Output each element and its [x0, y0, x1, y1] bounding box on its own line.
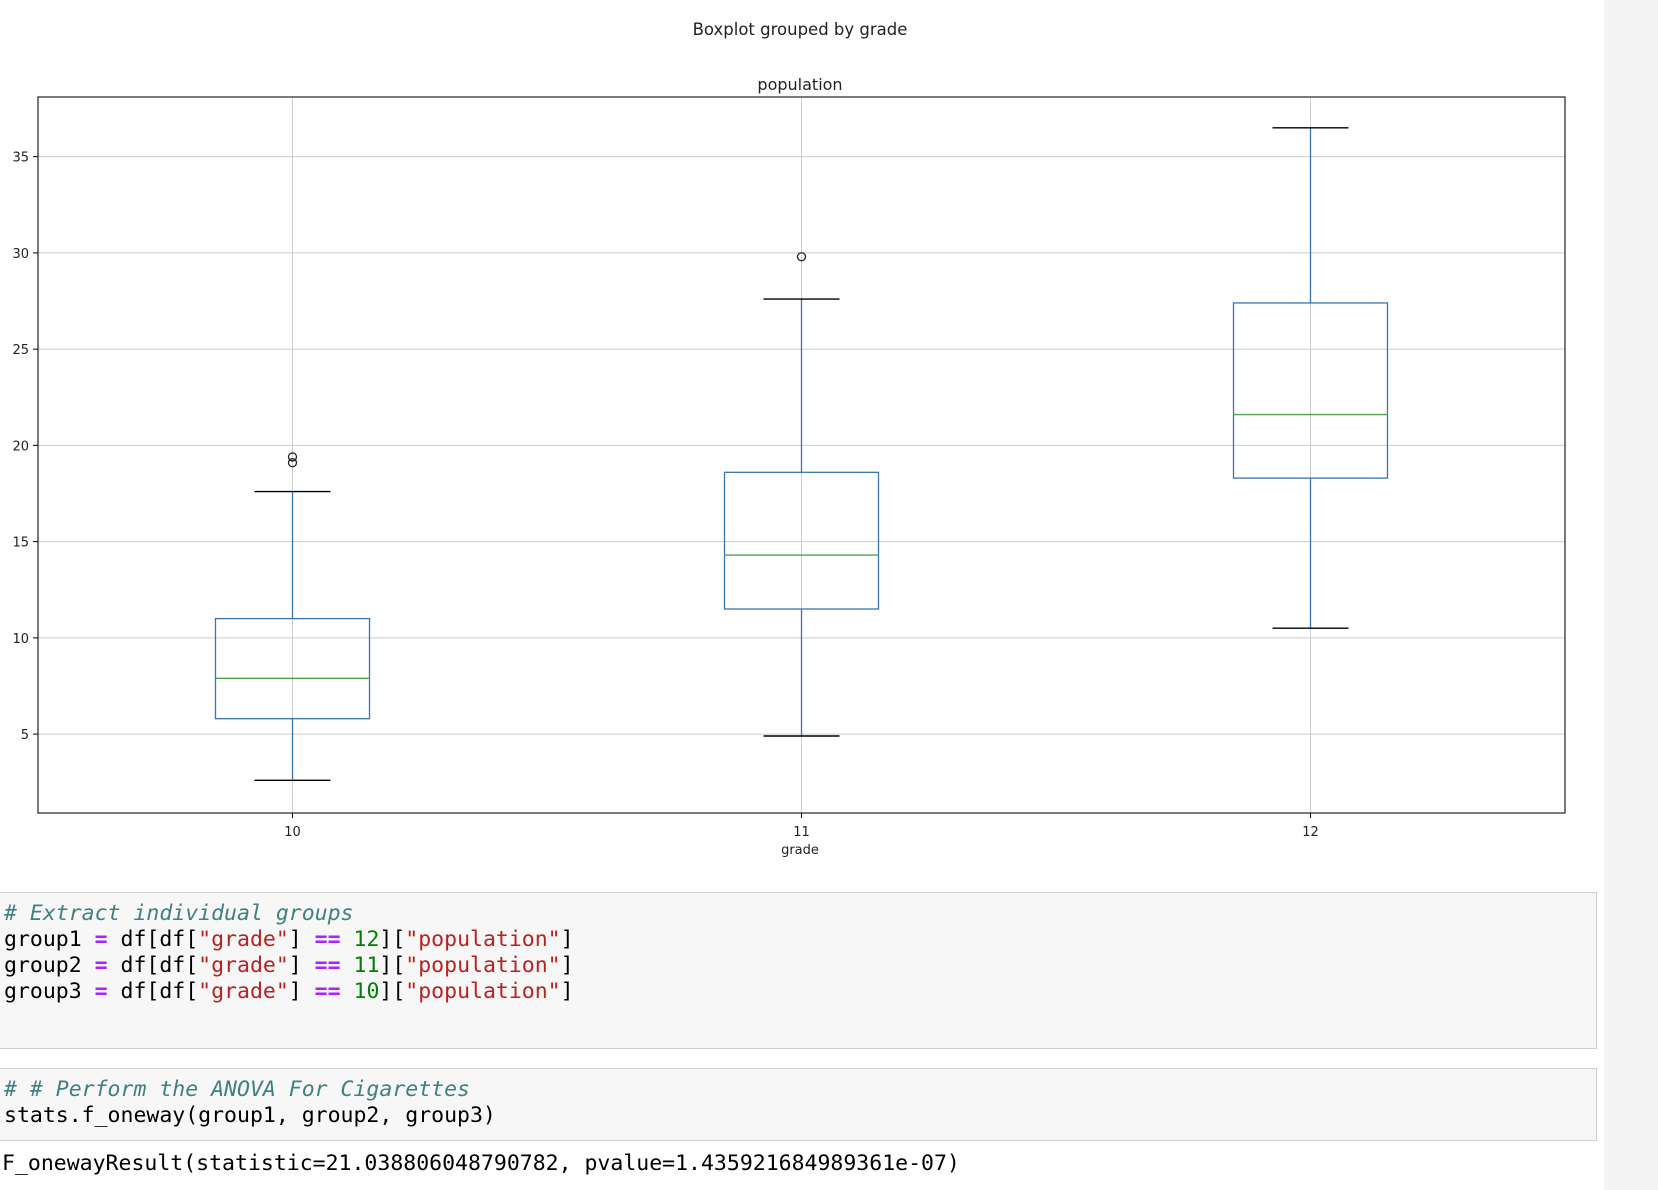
outlier-point [796, 252, 807, 262]
box-iqr [723, 471, 880, 610]
y-tick-label: 25 [12, 343, 29, 358]
code-token-comment: # # Perform the ANOVA For Cigarettes [4, 1077, 470, 1102]
code-token-str: "grade" [198, 953, 289, 978]
code-token-str: "population" [405, 953, 561, 978]
code-token [341, 927, 354, 952]
boxplot-figure: 5 10 15 20 25 30 35 10 11 12 Boxplot grouped by gr… [12, 20, 1566, 858]
code-token: group3 [4, 979, 95, 1004]
outlier-point [287, 458, 298, 468]
cell-output: F_onewayResult(statistic=21.038806048790… [2, 1151, 960, 1176]
code-token-op: = [94, 927, 108, 952]
figure-suptitle: Boxplot grouped by grade [693, 20, 908, 39]
boxplot-chart: 5 10 15 20 25 30 35 10 11 12 Boxplot grouped by gr… [12, 20, 1566, 858]
x-tick-label: 10 [284, 825, 301, 840]
code-token-op: = [94, 979, 108, 1004]
code-token: ] [288, 979, 315, 1004]
code-token: df[df[ [107, 927, 199, 952]
y-tick-label: 5 [21, 728, 29, 743]
code-token: ][ [379, 927, 406, 952]
x-tick-label: 11 [793, 825, 810, 840]
code-token: ] [288, 953, 315, 978]
code-token: ] [560, 927, 574, 952]
y-tick-label: 10 [12, 632, 29, 647]
code-token-op: = [94, 953, 108, 978]
box-iqr [214, 617, 371, 720]
y-tick-label: 15 [12, 536, 29, 551]
code-token [341, 953, 354, 978]
code-token [341, 979, 354, 1004]
code-token-str: "grade" [198, 927, 289, 952]
code-token-comment: # Extract individual groups [4, 901, 354, 926]
code-token: group2 [4, 953, 95, 978]
scroll-gutter [1604, 0, 1658, 1190]
code-token: ] [560, 953, 574, 978]
code-token: ][ [379, 979, 406, 1004]
code-token-num: 12 [353, 927, 380, 952]
code-token-str: "population" [405, 927, 561, 952]
code-token-op: == [314, 953, 341, 978]
code-token-num: 11 [353, 953, 380, 978]
code-token-str: "population" [405, 979, 561, 1004]
code-token: group1 [4, 927, 95, 952]
box-iqr [1232, 302, 1389, 479]
x-tick-label: 12 [1302, 825, 1319, 840]
code-token-op: == [314, 979, 341, 1004]
y-tick-label: 20 [12, 439, 29, 454]
code-token-op: == [314, 927, 341, 952]
code-token: df[df[ [107, 979, 199, 1004]
code-token: ] [288, 927, 315, 952]
y-tick-label: 30 [12, 247, 29, 262]
axes-title: population [757, 75, 842, 94]
x-axis-label: grade [781, 843, 819, 858]
code-token: stats.f_oneway(group1, group2, group3) [4, 1103, 496, 1128]
outlier-point [287, 452, 298, 462]
code-token: ] [560, 979, 574, 1004]
code-token: df[df[ [107, 953, 199, 978]
y-tick-label: 35 [12, 151, 29, 166]
code-editor[interactable]: # Extract individual groups group1 = df[… [0, 893, 1596, 1005]
plot-frame [37, 96, 1566, 814]
code-token: ][ [379, 953, 406, 978]
code-editor[interactable]: # # Perform the ANOVA For Cigarettes sta… [0, 1069, 1596, 1129]
code-cell-extract-groups[interactable]: # Extract individual groups group1 = df[… [0, 892, 1597, 1049]
code-cell-anova[interactable]: # # Perform the ANOVA For Cigarettes sta… [0, 1068, 1597, 1141]
code-token-str: "grade" [198, 979, 289, 1004]
code-token-num: 10 [353, 979, 380, 1004]
